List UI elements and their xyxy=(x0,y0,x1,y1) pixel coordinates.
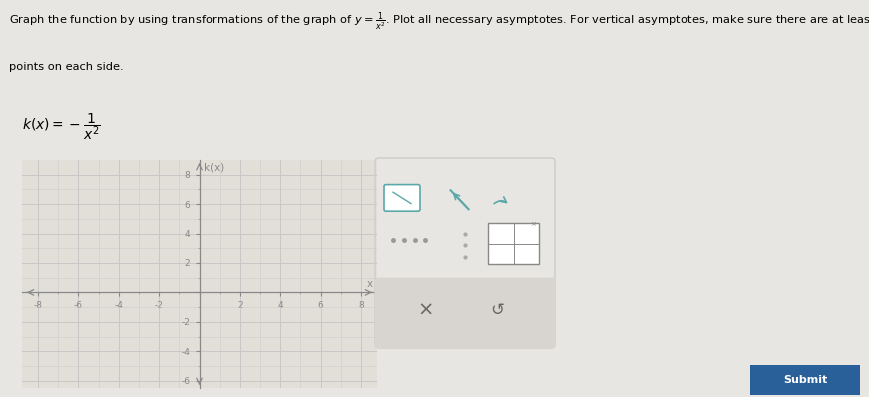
Text: k(x): k(x) xyxy=(203,162,224,172)
Text: $k(x) = -\dfrac{1}{x^2}$: $k(x) = -\dfrac{1}{x^2}$ xyxy=(22,111,100,142)
FancyBboxPatch shape xyxy=(375,278,555,348)
Text: Submit: Submit xyxy=(783,375,827,385)
Text: x: x xyxy=(367,279,373,289)
Text: ×: × xyxy=(417,301,434,320)
FancyBboxPatch shape xyxy=(488,223,539,264)
FancyBboxPatch shape xyxy=(384,185,420,211)
Text: ×: × xyxy=(530,222,536,227)
Text: ↺: ↺ xyxy=(490,301,504,319)
FancyBboxPatch shape xyxy=(745,364,866,397)
Text: Graph the function by using transformations of the graph of $y = \frac{1}{x^2}$.: Graph the function by using transformati… xyxy=(9,10,869,33)
Text: points on each side.: points on each side. xyxy=(9,62,123,71)
